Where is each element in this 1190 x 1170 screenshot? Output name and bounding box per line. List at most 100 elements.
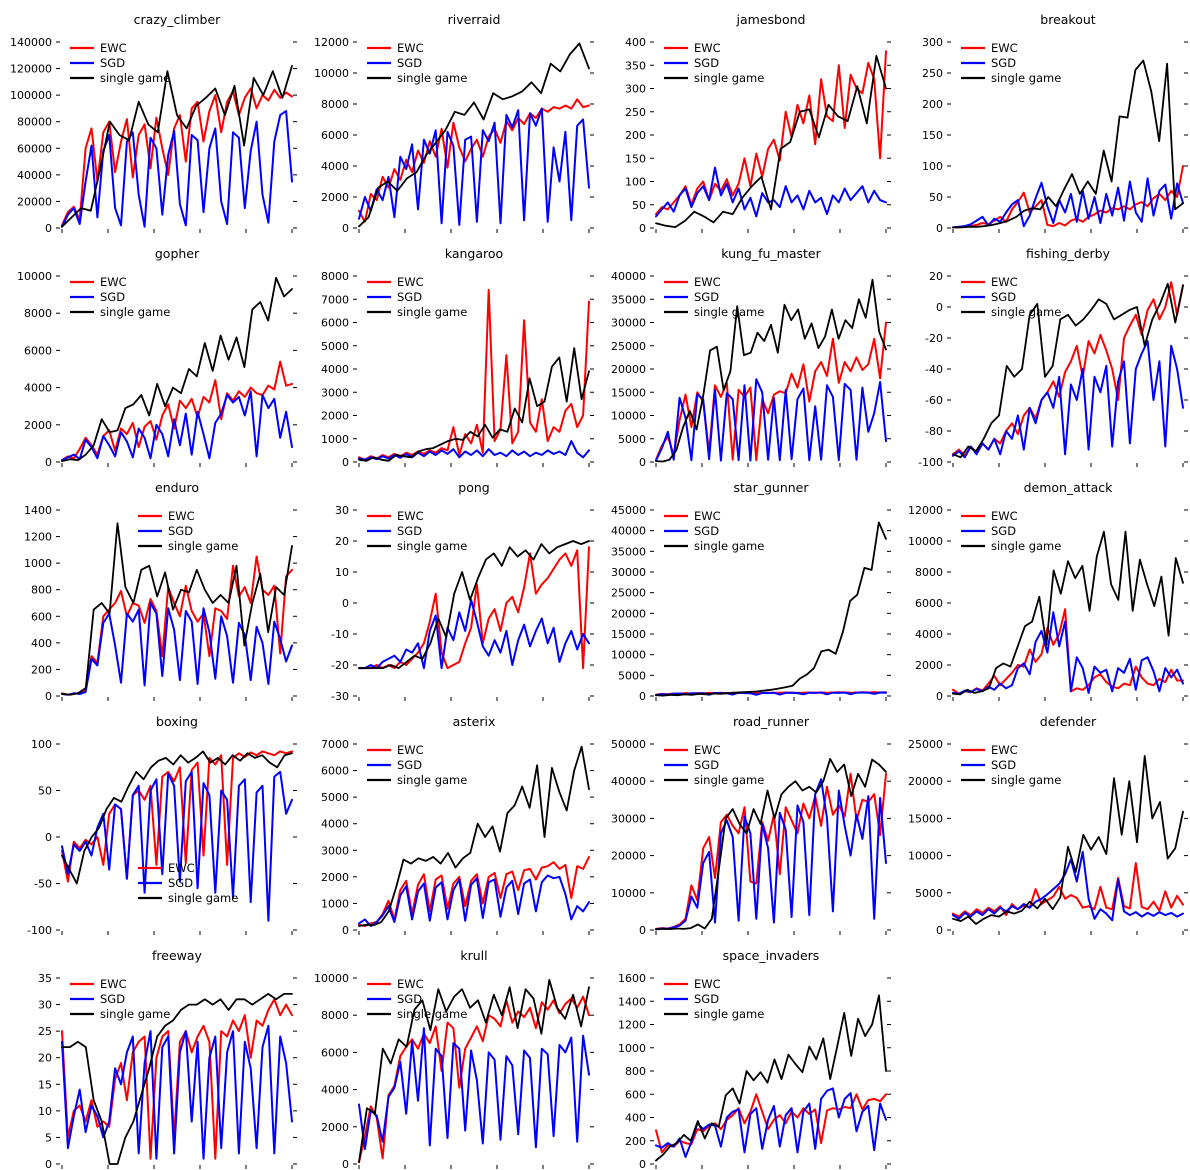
y-tick-label: 5000 — [321, 791, 349, 804]
y-tick-label: 50000 — [611, 738, 646, 751]
legend-label-EWC: EWC — [991, 41, 1018, 55]
chart-canvas-star_gunner: star_gunner 0 5000 10000 15000 20000 25000 3000… — [611, 480, 891, 702]
legend-label-EWC: EWC — [694, 743, 721, 757]
y-tick-label: -100 — [918, 456, 943, 468]
y-tick-label: 250 — [625, 106, 646, 119]
legend-label-single-game: single game — [168, 891, 238, 905]
y-tick-label: 4000 — [321, 1084, 349, 1097]
chart-title: kung_fu_master — [721, 246, 821, 261]
legend-label-SGD: SGD — [397, 992, 422, 1006]
legend-label-EWC: EWC — [991, 743, 1018, 757]
chart-canvas-kung_fu_master: kung_fu_master 0 5000 10000 15000 20000 25000 3… — [611, 246, 891, 468]
legend-label-EWC: EWC — [694, 275, 721, 289]
y-tick-label: 100 — [922, 160, 943, 173]
y-tick-label: 0 — [639, 924, 646, 936]
legend-label-single-game: single game — [168, 539, 238, 553]
series-line-SGD — [61, 390, 293, 462]
y-tick-label: 15 — [38, 1078, 52, 1091]
series-line-single-game — [358, 979, 590, 1164]
legend-label-EWC: EWC — [100, 977, 127, 991]
y-tick-label: 0 — [342, 456, 349, 468]
subplot-enduro: enduro 0 200 400 600 800 1000 1200 1400 EWC SGD sin… — [0, 468, 297, 702]
y-tick-label: 1400 — [24, 504, 52, 517]
y-tick-label: 250 — [922, 67, 943, 80]
chart-canvas-fishing_derby: fishing_derby -100 -80 -60 -40 -20 0 20 EWCSGDsi… — [918, 246, 1188, 468]
y-tick-label: 8000 — [915, 566, 943, 579]
y-tick-label: 8000 — [321, 98, 349, 111]
y-tick-label: 6000 — [24, 344, 52, 357]
y-tick-label: 0 — [342, 222, 349, 234]
y-tick-label: 30000 — [611, 812, 646, 825]
legend-label-EWC: EWC — [694, 977, 721, 991]
y-tick-label: -50 — [34, 878, 52, 891]
y-tick-label: 12000 — [314, 36, 349, 49]
series-line-SGD — [952, 340, 1184, 459]
y-tick-label: 200 — [625, 1135, 646, 1148]
series-line-SGD — [655, 166, 887, 218]
chart-canvas-jamesbond: jamesbond 0 50 100 150 200 250 300 350 400 EWCSGDs… — [625, 12, 891, 234]
y-tick-label: 4000 — [915, 628, 943, 641]
y-tick-label: 10000 — [314, 972, 349, 985]
y-tick-label: 2000 — [915, 659, 943, 672]
chart-title: jamesbond — [736, 12, 806, 27]
y-tick-label: 200 — [922, 98, 943, 111]
y-tick-label: 40000 — [611, 525, 646, 538]
series-line-single-game — [358, 42, 590, 228]
y-tick-label: 0 — [342, 924, 349, 936]
legend-label-EWC: EWC — [991, 275, 1018, 289]
series-line-SGD — [61, 1024, 293, 1160]
y-tick-label: 2000 — [321, 191, 349, 204]
y-tick-label: 6000 — [321, 765, 349, 778]
y-tick-label: 3000 — [321, 844, 349, 857]
y-tick-label: 2000 — [321, 410, 349, 423]
y-tick-label: 6000 — [915, 597, 943, 610]
series-line-SGD — [61, 602, 293, 696]
y-tick-label: 20000 — [611, 363, 646, 376]
y-tick-label: 200 — [31, 663, 52, 676]
y-tick-label: 20 — [38, 1052, 52, 1065]
subplot-road_runner: road_runner 0 10000 20000 30000 40000 50000 EWC… — [594, 702, 891, 936]
y-tick-label: 1200 — [24, 531, 52, 544]
y-tick-label: 10 — [335, 566, 349, 579]
series-line-single-game — [655, 758, 887, 931]
y-tick-label: 50 — [38, 785, 52, 798]
series-line-EWC — [358, 98, 590, 223]
y-tick-label: 0 — [639, 456, 646, 468]
y-tick-label: -100 — [27, 924, 52, 936]
series-line-EWC — [61, 87, 293, 227]
y-tick-label: 20000 — [611, 850, 646, 863]
series-line-EWC — [358, 995, 590, 1164]
subplot-crazy_climber: crazy_climber 0 20000 40000 60000 80000 100000… — [0, 0, 297, 234]
subplot-krull: krull 0 2000 4000 6000 8000 10000 EWC SGD single … — [297, 936, 594, 1170]
chart-title: breakout — [1040, 12, 1096, 27]
y-tick-label: 1000 — [618, 1042, 646, 1055]
y-tick-label: 4000 — [321, 160, 349, 173]
y-tick-label: 15000 — [611, 628, 646, 641]
y-tick-label: 150 — [625, 152, 646, 165]
y-tick-label: 100 — [625, 176, 646, 189]
series-line-EWC — [952, 862, 1184, 918]
y-tick-label: 7000 — [321, 293, 349, 306]
series-line-EWC — [358, 546, 590, 670]
y-tick-label: 20000 — [908, 775, 943, 788]
y-tick-label: 2000 — [24, 419, 52, 432]
y-tick-label: 140000 — [10, 36, 52, 49]
legend-label-single-game: single game — [397, 773, 467, 787]
y-tick-label: 20000 — [17, 195, 52, 208]
legend-label-SGD: SGD — [397, 524, 422, 538]
y-tick-label: 30 — [38, 999, 52, 1012]
series-line-SGD — [358, 107, 590, 226]
y-tick-label: 0 — [936, 690, 943, 702]
legend-label-single-game: single game — [100, 1007, 170, 1021]
y-tick-label: 30000 — [611, 317, 646, 330]
chart-canvas-defender: defender 0 5000 10000 15000 20000 25000 EWCSGDs… — [908, 714, 1188, 936]
legend-label-SGD: SGD — [100, 992, 125, 1006]
chart-title: krull — [460, 948, 487, 963]
chart-canvas-crazy_climber: crazy_climber 0 20000 40000 60000 80000 100000… — [10, 12, 297, 234]
legend-label-single-game: single game — [991, 305, 1061, 319]
y-tick-label: 350 — [625, 59, 646, 72]
series-line-single-game — [358, 540, 590, 670]
